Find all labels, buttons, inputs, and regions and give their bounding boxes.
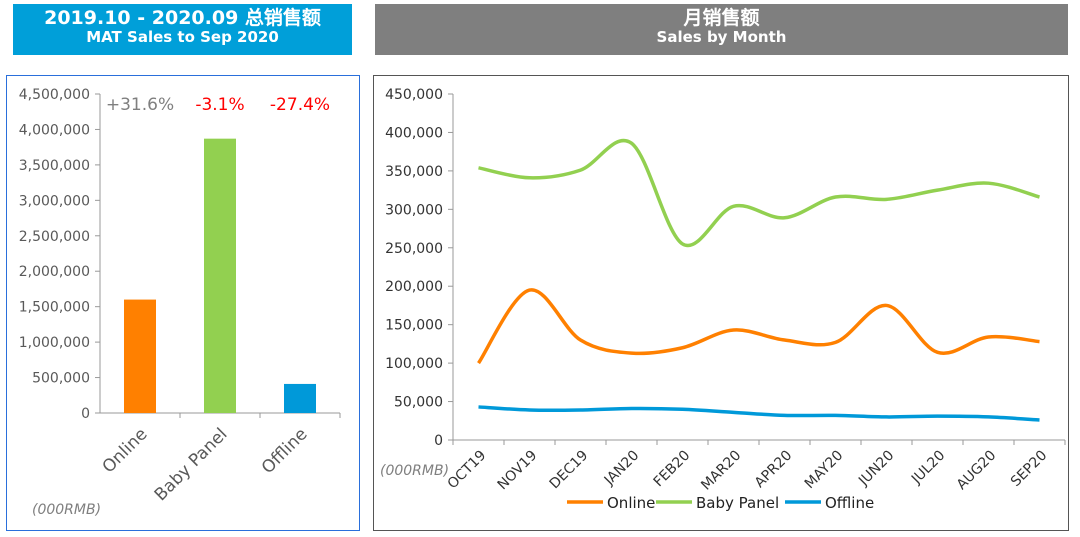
line-chart-panel xyxy=(373,75,1069,531)
y-tick-label: 2,500,000 xyxy=(19,229,90,245)
x-tick-label: DEC19 xyxy=(547,448,592,493)
legend-label: Online xyxy=(607,494,655,512)
bar-online xyxy=(124,299,156,413)
unit-label: (000RMB) xyxy=(32,502,101,518)
y-tick-label: 300,000 xyxy=(385,202,443,218)
unit-label: (000RMB) xyxy=(380,463,449,479)
left-header-subtitle: MAT Sales to Sep 2020 xyxy=(86,27,279,46)
left-header-title: 2019.10 - 2020.09 总销售额 xyxy=(44,7,321,29)
x-tick-label: NOV19 xyxy=(495,448,541,494)
y-tick-label: 200,000 xyxy=(385,279,443,295)
y-tick-label: 4,000,000 xyxy=(19,122,90,138)
bar-offline xyxy=(284,383,316,413)
y-tick-label: 0 xyxy=(434,433,443,449)
x-tick-label: OCT19 xyxy=(445,448,490,493)
left-header: 2019.10 - 2020.09 总销售额 MAT Sales to Sep … xyxy=(13,4,352,55)
y-tick-label: 50,000 xyxy=(394,395,443,411)
y-tick-label: 350,000 xyxy=(385,164,443,180)
y-tick-label: 4,500,000 xyxy=(19,87,90,103)
x-tick-label: Baby Panel xyxy=(151,424,232,505)
y-tick-label: 150,000 xyxy=(385,318,443,334)
x-tick-label: Online xyxy=(99,424,152,477)
y-tick-label: 2,000,000 xyxy=(19,264,90,280)
x-tick-label: FEB20 xyxy=(651,448,694,491)
series-line-offline xyxy=(478,405,1040,422)
x-tick-label: MAR20 xyxy=(698,448,744,494)
y-tick-label: 250,000 xyxy=(385,241,443,257)
y-tick-label: 0 xyxy=(81,406,90,422)
legend-label: Baby Panel xyxy=(696,494,779,512)
y-tick-label: 1,000,000 xyxy=(19,335,90,351)
y-tick-label: 3,500,000 xyxy=(19,158,90,174)
y-tick-label: 3,000,000 xyxy=(19,193,90,209)
growth-label: +31.6% xyxy=(106,95,174,115)
x-tick-label: SEP20 xyxy=(1008,448,1050,490)
x-tick-label: APR20 xyxy=(752,448,796,492)
y-tick-label: 450,000 xyxy=(385,87,443,103)
legend-label: Offline xyxy=(825,494,874,512)
x-tick-label: AUG20 xyxy=(954,448,1000,494)
y-tick-label: 500,000 xyxy=(32,371,90,387)
x-tick-label: JUN20 xyxy=(855,448,897,490)
x-tick-label: Offline xyxy=(258,424,312,478)
x-tick-label: JUL20 xyxy=(908,448,948,488)
y-tick-label: 100,000 xyxy=(385,356,443,372)
x-tick-label: MAY20 xyxy=(802,448,847,493)
series-line-baby-panel xyxy=(478,138,1040,248)
growth-label: -3.1% xyxy=(195,95,244,115)
growth-label: -27.4% xyxy=(270,95,330,115)
y-tick-label: 400,000 xyxy=(385,125,443,141)
series-line-online xyxy=(477,288,1040,365)
right-header-title: 月销售额 xyxy=(683,7,760,29)
y-tick-label: 1,500,000 xyxy=(19,300,90,316)
right-header-subtitle: Sales by Month xyxy=(656,27,787,46)
right-header: 月销售额 Sales by Month xyxy=(375,4,1068,55)
bar-chart-panel xyxy=(6,75,360,531)
bar-baby-panel xyxy=(204,138,236,413)
x-tick-label: JAN20 xyxy=(601,448,643,490)
